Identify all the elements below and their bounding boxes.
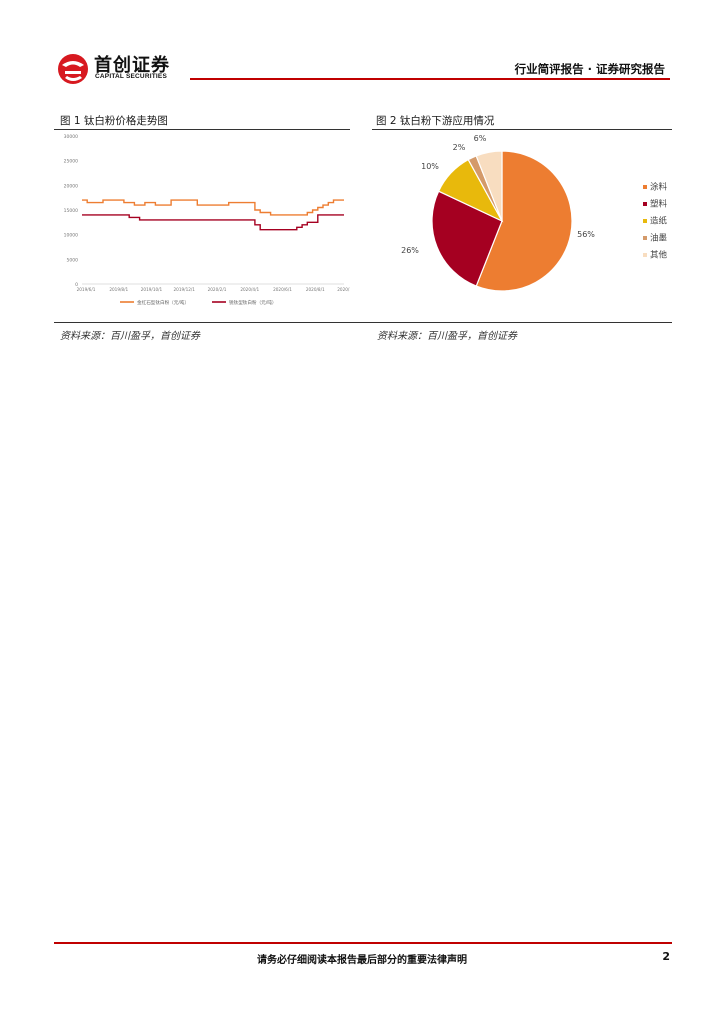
logo-text-cn: 首创证券 <box>94 55 170 76</box>
y-tick-label: 10000 <box>64 233 78 239</box>
pie-legend-label: 其他 <box>650 250 668 261</box>
y-tick-label: 5000 <box>67 257 79 263</box>
legend-label-0: 金红石型钛白粉（元/吨） <box>137 299 189 306</box>
figure-1-title: 图 1 钛白粉价格走势图 <box>60 115 168 127</box>
pie-legend-swatch <box>643 236 647 240</box>
pie-data-label: 26% <box>401 246 419 255</box>
footer-divider <box>54 942 672 944</box>
pie-legend-swatch <box>643 253 647 257</box>
company-logo: 首创证券 CAPITAL SECURITIES <box>58 53 193 85</box>
x-tick-label: 2020/2/1 <box>208 287 227 292</box>
header-divider <box>190 78 670 80</box>
figure-1-top-rule <box>54 129 350 130</box>
pie-legend-label: 油墨 <box>650 233 668 244</box>
pie-legend-swatch <box>643 202 647 206</box>
page-number: 2 <box>662 950 670 963</box>
legend-label-1: 锐钛型钛白粉（元/吨） <box>229 299 277 306</box>
report-type-title: 行业简评报告 · 证券研究报告 <box>514 62 665 76</box>
y-tick-label: 30000 <box>64 134 78 140</box>
price-trend-chart: 30000 25000 20000 15000 10000 5000 0 2019/6/1 20… <box>54 130 359 320</box>
pie-legend-swatch <box>643 219 647 223</box>
legal-disclaimer: 请务必仔细阅读本报告最后部分的重要法律声明 <box>257 955 467 966</box>
y-tick-label: 20000 <box>64 183 78 189</box>
pie-slice-涂料 <box>475 150 573 292</box>
figure-2-source: 资料来源：百川盈孚，首创证券 <box>377 331 517 342</box>
x-tick-label: 2019/12/1 <box>174 287 196 292</box>
pie-data-label: 10% <box>421 162 439 171</box>
series-line-1 <box>82 214 344 231</box>
x-tick-label: 2020/8/1 <box>306 287 325 292</box>
series-line-0 <box>82 199 344 216</box>
figure-1-source: 资料来源：百川盈孚，首创证券 <box>60 331 200 342</box>
pie-legend-label: 涂料 <box>650 182 668 193</box>
x-tick-label: 2019/10/1 <box>141 287 163 292</box>
y-tick-label: 0 <box>75 282 78 288</box>
y-tick-label: 25000 <box>64 159 78 165</box>
pie-data-label: 6% <box>474 134 487 143</box>
x-tick-label: 2020/4/1 <box>240 287 259 292</box>
pie-slice-塑料 <box>431 190 503 287</box>
logo-mark-icon <box>58 54 88 84</box>
pie-legend-label: 塑料 <box>650 199 668 210</box>
pie-slice-其他 <box>475 150 503 222</box>
y-tick-label: 15000 <box>64 208 78 214</box>
x-tick-label: 2019/8/1 <box>109 287 128 292</box>
pie-data-label: 56% <box>577 230 595 239</box>
x-tick-label: 2019/6/1 <box>77 287 96 292</box>
pie-legend-label: 造纸 <box>650 216 668 227</box>
logo-text-en: CAPITAL SECURITIES <box>95 73 167 80</box>
figure-2-top-rule <box>372 129 672 130</box>
figure-2-title: 图 2 钛白粉下游应用情况 <box>376 115 495 127</box>
x-tick-label: 2020/10/1 <box>337 287 350 292</box>
pie-legend-swatch <box>643 185 647 189</box>
x-tick-label: 2020/6/1 <box>273 287 292 292</box>
figure-bottom-rule <box>54 322 672 323</box>
downstream-pie-chart: 56% 26% 10% 2% 6% 涂料塑料造纸油墨其他 <box>372 130 672 320</box>
pie-data-label: 2% <box>453 143 466 152</box>
